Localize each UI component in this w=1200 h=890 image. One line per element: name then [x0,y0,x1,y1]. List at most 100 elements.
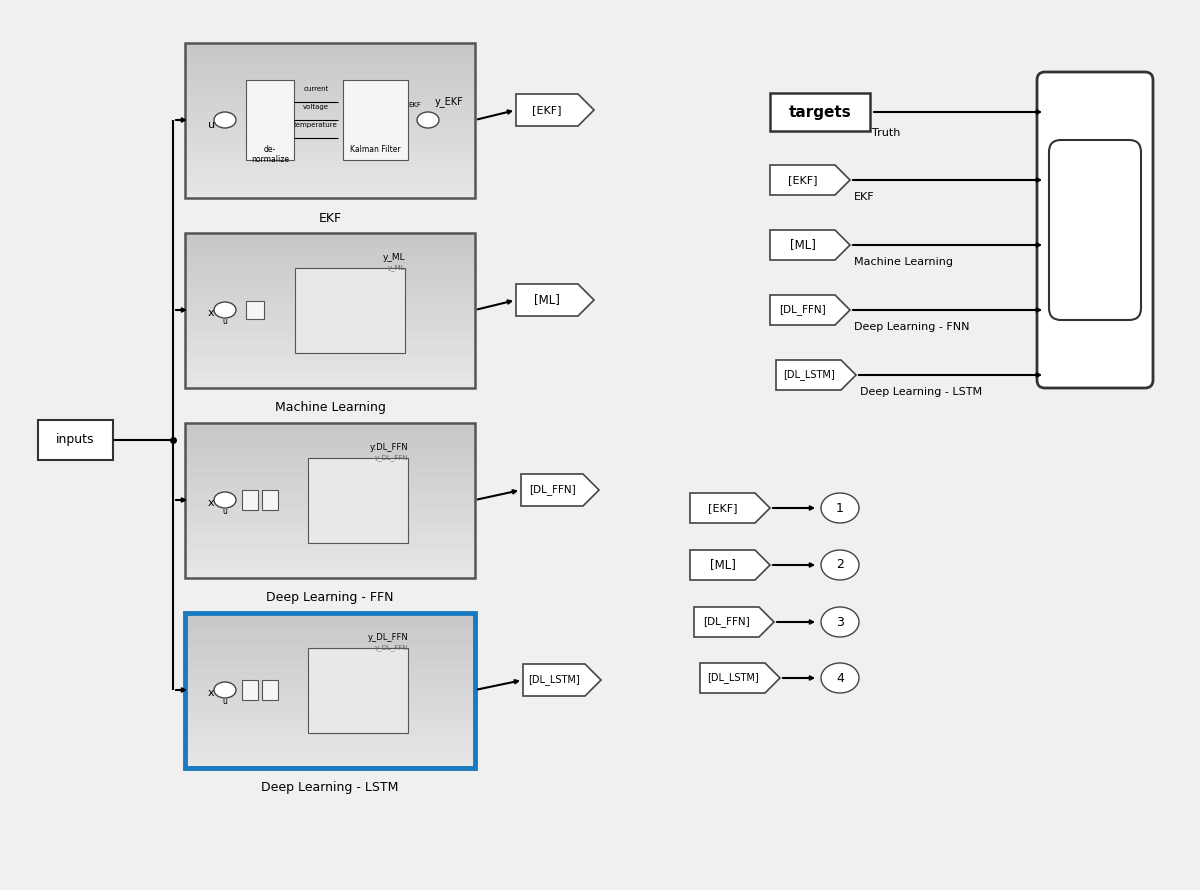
Bar [185,248,475,255]
Polygon shape [770,230,850,260]
Bar [185,43,475,198]
Polygon shape [516,94,594,126]
Bar [185,240,475,248]
Bar [185,166,475,174]
Bar [185,333,475,341]
Bar [242,490,258,510]
Text: [DL_FFN]: [DL_FFN] [529,484,575,496]
Bar [246,80,294,160]
Text: temperature: temperature [294,122,338,128]
Bar [185,423,475,430]
Polygon shape [690,550,770,580]
Text: EKF: EKF [318,212,342,224]
Text: [DL_FFN]: [DL_FFN] [779,304,826,315]
Bar [185,295,475,303]
Bar [185,89,475,97]
Bar [342,80,408,160]
Bar [185,271,475,279]
Bar [185,752,475,760]
Ellipse shape [214,682,236,698]
Text: x: x [208,308,215,318]
Bar [185,612,475,767]
Bar [185,310,475,318]
Text: voltage: voltage [302,104,329,110]
Text: y:DL_FFN: y:DL_FFN [370,443,408,452]
Bar [185,706,475,713]
Text: u: u [222,507,228,516]
Bar [185,97,475,104]
Text: y_ML: y_ML [383,254,406,263]
Bar [295,268,406,352]
Text: [DL_LSTM]: [DL_LSTM] [782,369,834,380]
Bar [185,81,475,89]
Bar [185,690,475,698]
Text: Machine Learning: Machine Learning [854,257,953,267]
Bar [185,232,475,240]
Bar [185,683,475,690]
Polygon shape [776,360,856,390]
Text: [DL_LSTM]: [DL_LSTM] [707,673,758,684]
Bar [185,446,475,454]
Bar [770,93,870,131]
Bar [185,667,475,675]
Bar [185,341,475,349]
Bar [185,58,475,66]
Bar [185,190,475,198]
Bar [185,492,475,500]
Text: Machine Learning: Machine Learning [275,401,385,415]
Text: u: u [222,697,228,706]
Text: y_DL_FFN: y_DL_FFN [367,634,408,643]
Ellipse shape [821,550,859,580]
Text: de-: de- [264,145,276,155]
Text: normalize: normalize [251,156,289,165]
Bar [185,128,475,135]
Bar [185,66,475,74]
Ellipse shape [821,663,859,693]
Text: Kalman Filter: Kalman Filter [349,145,401,155]
Bar [185,364,475,372]
Bar [185,349,475,357]
Bar [185,744,475,752]
Bar [185,675,475,683]
Ellipse shape [418,112,439,128]
Bar [185,612,475,620]
Text: Deep Learning - LSTM: Deep Learning - LSTM [262,781,398,795]
Bar [185,143,475,151]
Polygon shape [523,664,601,696]
Bar [185,135,475,143]
Bar [185,461,475,469]
Bar [185,255,475,263]
Bar [185,303,475,310]
Bar [185,263,475,271]
Bar [308,457,408,543]
Text: y_EKF: y_EKF [436,96,463,108]
FancyBboxPatch shape [1049,140,1141,320]
Bar [185,50,475,58]
Bar [185,120,475,128]
Bar [185,698,475,706]
Bar [185,643,475,651]
Bar [185,454,475,461]
Bar [185,546,475,554]
Bar [185,469,475,477]
Text: targets: targets [788,104,851,119]
Text: 1: 1 [836,501,844,514]
Bar [185,531,475,538]
Text: x: x [208,498,215,508]
Polygon shape [516,284,594,316]
FancyBboxPatch shape [1037,72,1153,388]
Polygon shape [521,474,599,506]
Ellipse shape [214,492,236,508]
Text: [DL_LSTM]: [DL_LSTM] [528,675,580,685]
Bar [185,104,475,112]
Text: [ML]: [ML] [534,294,560,306]
Bar [185,112,475,120]
Bar [185,287,475,295]
Bar [185,372,475,380]
Text: EKF: EKF [408,102,421,108]
Bar [185,174,475,182]
Text: current: current [304,86,329,92]
Bar [185,554,475,562]
Text: [EKF]: [EKF] [787,175,817,185]
Bar [37,420,113,460]
